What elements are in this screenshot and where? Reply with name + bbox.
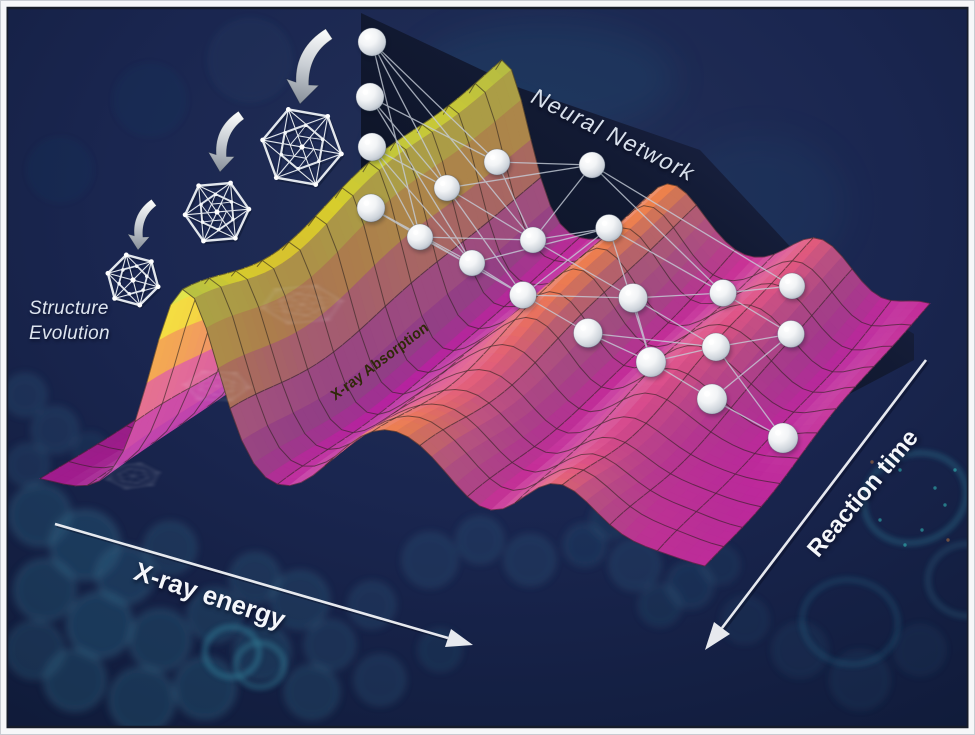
figure: Structure Evolution Neural Network X-ray… [0, 0, 975, 735]
figure-canvas [0, 0, 975, 735]
